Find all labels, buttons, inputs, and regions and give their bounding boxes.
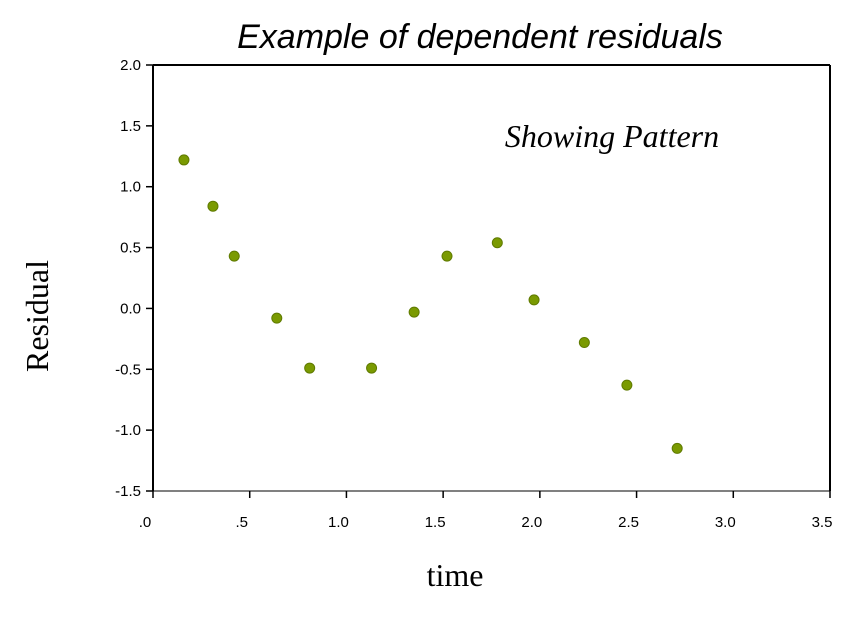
data-point: [366, 362, 378, 374]
x-tick-label: 3.0: [715, 514, 736, 531]
plot-axes: [152, 64, 831, 492]
data-point: [304, 362, 316, 374]
data-point: [228, 250, 240, 262]
chart-title: Example of dependent residuals: [237, 18, 723, 56]
x-tick-label: 1.5: [425, 514, 446, 531]
x-tick-label: 1.0: [328, 514, 349, 531]
y-tick-label: -1.5: [115, 483, 141, 500]
data-point: [671, 442, 683, 454]
y-tick-label: 0.5: [120, 240, 141, 257]
data-point: [441, 250, 453, 262]
y-tick-label: -0.5: [115, 361, 141, 378]
x-tick-label: .5: [235, 514, 248, 531]
data-point: [491, 237, 503, 249]
y-tick-label: 1.0: [120, 179, 141, 196]
y-tick-label: 1.5: [120, 118, 141, 135]
pattern-annotation: Showing Pattern: [505, 118, 719, 154]
data-point: [207, 200, 219, 212]
x-tick-label: 2.5: [618, 514, 639, 531]
x-tick-label: .0: [139, 514, 152, 531]
tick-group: 2.0 1.5 1.0 0.5 0.0 -0.5 -1.0 -1.5 .0 .5 1.0 1.5 2.0…: [115, 57, 832, 531]
data-points: [178, 154, 683, 454]
data-point: [528, 294, 540, 306]
y-tick-label: 2.0: [120, 57, 141, 74]
x-tick-label: 2.0: [521, 514, 542, 531]
y-tick-label: 0.0: [120, 300, 141, 317]
data-point: [271, 312, 283, 324]
data-point: [408, 306, 420, 318]
y-axis-label: Residual: [19, 260, 55, 372]
x-tick-label: 3.5: [812, 514, 833, 531]
x-axis-label: time: [427, 557, 484, 593]
data-point: [621, 379, 633, 391]
data-point: [178, 154, 190, 166]
data-point: [578, 337, 590, 349]
y-tick-label: -1.0: [115, 422, 141, 439]
